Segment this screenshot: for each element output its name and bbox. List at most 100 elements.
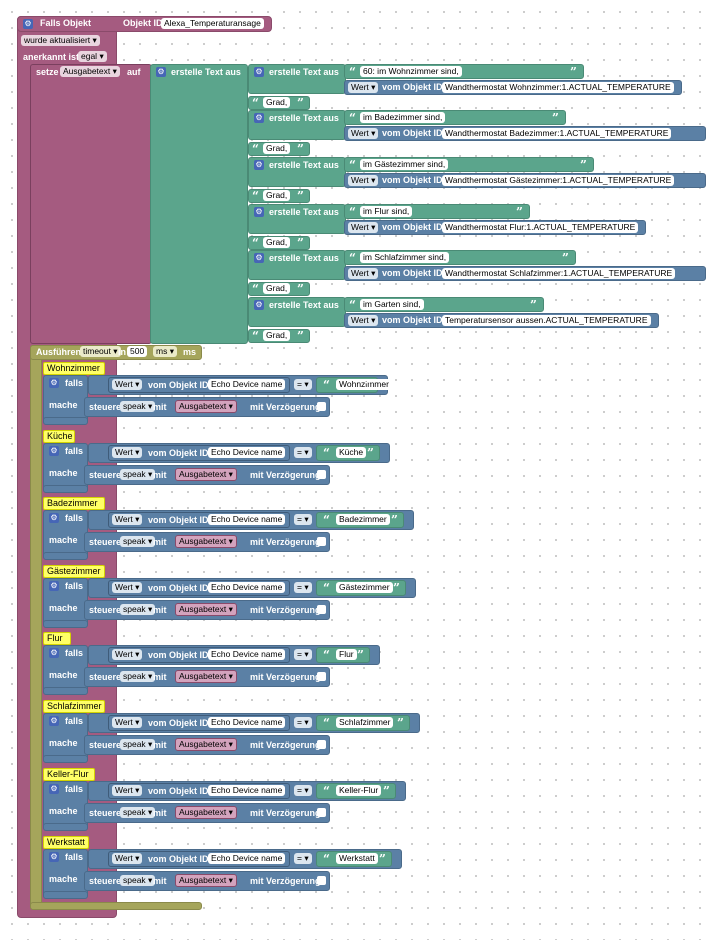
operator-dropdown[interactable]: = bbox=[294, 379, 312, 390]
value-dropdown[interactable]: Wert bbox=[112, 582, 143, 593]
value-dropdown[interactable]: Wert bbox=[348, 82, 379, 93]
room-comment[interactable] bbox=[43, 362, 105, 375]
operator-dropdown[interactable]: = bbox=[294, 717, 312, 728]
compare-value-field[interactable]: Schlafzimmer bbox=[336, 717, 394, 728]
gear-icon[interactable]: ⚙ bbox=[49, 852, 59, 862]
object-id-field[interactable]: Temperatursensor aussen.ACTUAL_TEMPERATU… bbox=[442, 315, 651, 326]
delay-checkbox[interactable] bbox=[317, 808, 326, 817]
event-object-id-field[interactable]: Alexa_Temperaturansage bbox=[161, 18, 264, 29]
object-id-field[interactable]: Wandthermostat Badezimmer:1.ACTUAL_TEMPE… bbox=[442, 128, 672, 139]
compare-value-field[interactable]: Gästezimmer bbox=[336, 582, 393, 593]
room-comment[interactable] bbox=[43, 700, 105, 713]
delay-checkbox[interactable] bbox=[317, 402, 326, 411]
speak-command-dropdown[interactable]: speak bbox=[120, 739, 156, 750]
gear-icon[interactable]: ⚙ bbox=[49, 648, 59, 658]
object-id-field[interactable]: Echo Device name bbox=[208, 514, 286, 525]
object-id-field[interactable]: Echo Device name bbox=[208, 379, 286, 390]
object-id-field[interactable]: Echo Device name bbox=[208, 717, 286, 728]
value-dropdown[interactable]: Wert bbox=[348, 222, 379, 233]
gear-icon[interactable]: ⚙ bbox=[49, 581, 59, 591]
gear-icon[interactable]: ⚙ bbox=[254, 253, 264, 263]
text-prefix-field[interactable]: 60: im Wohnzimmer sind, bbox=[360, 66, 462, 77]
speak-command-dropdown[interactable]: speak bbox=[120, 536, 156, 547]
operator-dropdown[interactable]: = bbox=[294, 649, 312, 660]
timeout-value-field[interactable]: 500 bbox=[127, 346, 148, 357]
object-id-field[interactable]: Wandthermostat Wohnzimmer:1.ACTUAL_TEMPE… bbox=[442, 82, 674, 93]
object-id-field[interactable]: Echo Device name bbox=[208, 447, 286, 458]
create-text-block[interactable] bbox=[248, 110, 346, 140]
operator-dropdown[interactable]: = bbox=[294, 447, 312, 458]
text-prefix-field[interactable]: im Schlafzimmer sind, bbox=[360, 252, 450, 263]
gear-icon[interactable]: ⚙ bbox=[254, 160, 264, 170]
speak-variable-dropdown[interactable]: Ausgabetext bbox=[175, 874, 237, 887]
set-variable-block[interactable] bbox=[30, 64, 152, 344]
speak-variable-dropdown[interactable]: Ausgabetext bbox=[175, 670, 237, 683]
gear-icon[interactable]: ⚙ bbox=[49, 784, 59, 794]
text-suffix-field[interactable]: Grad, bbox=[263, 97, 291, 108]
compare-value-field[interactable]: Werkstatt bbox=[336, 853, 378, 864]
speak-command-dropdown[interactable]: speak bbox=[120, 401, 156, 412]
room-comment[interactable] bbox=[43, 430, 75, 443]
gear-icon[interactable]: ⚙ bbox=[254, 113, 264, 123]
speak-variable-dropdown[interactable]: Ausgabetext bbox=[175, 535, 237, 548]
create-text-block[interactable] bbox=[248, 64, 346, 94]
compare-value-field[interactable]: Keller-Flur bbox=[336, 785, 382, 796]
text-suffix-field[interactable]: Grad, bbox=[263, 190, 291, 201]
operator-dropdown[interactable]: = bbox=[294, 785, 312, 796]
delay-checkbox[interactable] bbox=[317, 672, 326, 681]
timeout-type-dropdown[interactable]: timeout bbox=[80, 346, 121, 357]
gear-icon[interactable]: ⚙ bbox=[49, 378, 59, 388]
speak-variable-dropdown[interactable]: Ausgabetext bbox=[175, 738, 237, 751]
gear-icon[interactable]: ⚙ bbox=[254, 300, 264, 310]
value-dropdown[interactable]: Wert bbox=[112, 514, 143, 525]
outer-create-text-block[interactable] bbox=[150, 64, 248, 344]
object-id-field[interactable]: Echo Device name bbox=[208, 582, 286, 593]
timeout-unit-dropdown[interactable]: ms bbox=[153, 346, 177, 357]
set-variable-dropdown[interactable]: Ausgabetext bbox=[60, 66, 120, 77]
speak-variable-dropdown[interactable]: Ausgabetext bbox=[175, 603, 237, 616]
object-id-field[interactable]: Echo Device name bbox=[208, 853, 286, 864]
room-comment[interactable] bbox=[43, 632, 71, 645]
gear-icon[interactable]: ⚙ bbox=[254, 207, 264, 217]
text-suffix-field[interactable]: Grad, bbox=[263, 143, 291, 154]
speak-command-dropdown[interactable]: speak bbox=[120, 875, 156, 886]
gear-icon[interactable]: ⚙ bbox=[254, 67, 264, 77]
room-comment[interactable] bbox=[43, 768, 95, 781]
value-dropdown[interactable]: Wert bbox=[348, 268, 379, 279]
value-dropdown[interactable]: Wert bbox=[112, 853, 143, 864]
compare-value-field[interactable]: Küche bbox=[336, 447, 367, 458]
delay-checkbox[interactable] bbox=[317, 740, 326, 749]
value-dropdown[interactable]: Wert bbox=[112, 379, 143, 390]
gear-icon[interactable]: ⚙ bbox=[49, 716, 59, 726]
compare-value-field[interactable]: Wohnzimmer bbox=[336, 379, 392, 390]
object-id-field[interactable]: Echo Device name bbox=[208, 785, 286, 796]
speak-variable-dropdown[interactable]: Ausgabetext bbox=[175, 806, 237, 819]
object-id-field[interactable]: Wandthermostat Flur:1.ACTUAL_TEMPERATURE bbox=[442, 222, 639, 233]
object-id-field[interactable]: Wandthermostat Gästezimmer:1.ACTUAL_TEMP… bbox=[442, 175, 675, 186]
value-dropdown[interactable]: Wert bbox=[112, 447, 143, 458]
text-prefix-field[interactable]: im Badezimmer sind, bbox=[360, 112, 446, 123]
room-comment[interactable] bbox=[43, 497, 105, 510]
speak-command-dropdown[interactable]: speak bbox=[120, 807, 156, 818]
value-dropdown[interactable]: Wert bbox=[348, 175, 379, 186]
speak-variable-dropdown[interactable]: Ausgabetext bbox=[175, 468, 237, 481]
create-text-block[interactable] bbox=[248, 250, 346, 280]
delay-checkbox[interactable] bbox=[317, 605, 326, 614]
trigger-dropdown[interactable]: wurde aktualisiert bbox=[21, 35, 100, 46]
value-dropdown[interactable]: Wert bbox=[112, 785, 143, 796]
speak-command-dropdown[interactable]: speak bbox=[120, 604, 156, 615]
gear-icon[interactable]: ⚙ bbox=[156, 67, 166, 77]
create-text-block[interactable] bbox=[248, 204, 346, 234]
acknowledged-dropdown[interactable]: egal bbox=[78, 51, 107, 62]
object-id-field[interactable]: Wandthermostat Schlafzimmer:1.ACTUAL_TEM… bbox=[442, 268, 676, 279]
room-comment[interactable] bbox=[43, 836, 89, 849]
operator-dropdown[interactable]: = bbox=[294, 514, 312, 525]
text-prefix-field[interactable]: im Gästezimmer sind, bbox=[360, 159, 449, 170]
value-dropdown[interactable]: Wert bbox=[112, 717, 143, 728]
gear-icon[interactable]: ⚙ bbox=[49, 513, 59, 523]
gear-icon[interactable]: ⚙ bbox=[23, 19, 33, 29]
delay-checkbox[interactable] bbox=[317, 876, 326, 885]
value-dropdown[interactable]: Wert bbox=[348, 315, 379, 326]
create-text-block[interactable] bbox=[248, 157, 346, 187]
text-prefix-field[interactable]: im Flur sind, bbox=[360, 206, 413, 217]
